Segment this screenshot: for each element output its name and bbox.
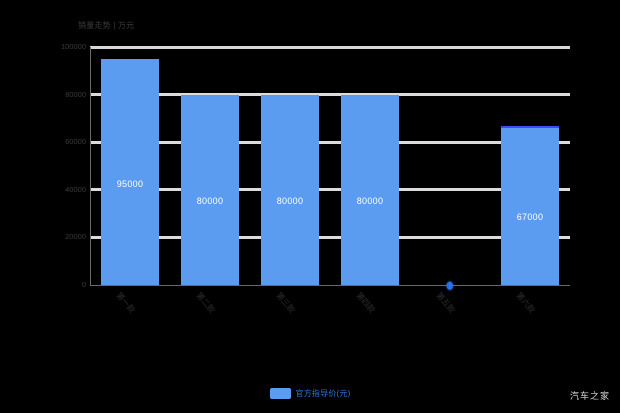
gridline: [90, 93, 570, 97]
legend-color-swatch[interactable]: [269, 388, 291, 399]
x-axis-line: [90, 285, 570, 286]
y-axis-tick-label: 40000: [65, 184, 86, 194]
chart-title: 销量走势 | 万元: [78, 21, 135, 30]
x-axis-category-label: 第四款: [354, 290, 377, 315]
bar-value-label: 0: [447, 281, 453, 291]
y-axis-tick-label: 0: [81, 280, 86, 289]
chart-legend: 官方指导价(元): [0, 388, 620, 399]
y-axis-tick-label: 60000: [65, 137, 86, 147]
bar-value-label: 67000: [516, 212, 544, 223]
bar[interactable]: 95000: [101, 58, 159, 285]
x-axis-category-label: 第六款: [514, 290, 537, 315]
x-axis-category-label: 第二款: [194, 290, 217, 315]
bar-value-label: 80000: [276, 195, 304, 206]
y-axis-tick-label: 20000: [65, 232, 86, 242]
x-axis-category-label: 第五款: [434, 290, 457, 315]
plot-area: 95000 80000 80000 80000 0 67000: [90, 47, 570, 291]
y-axis-tick-label: 80000: [65, 89, 86, 99]
bar[interactable]: 80000: [341, 94, 399, 285]
x-axis-category-label: 第三款: [274, 290, 297, 315]
gridline: [90, 45, 570, 49]
gridline: [90, 188, 570, 192]
bar-value-label: 95000: [116, 178, 144, 189]
legend-item-label[interactable]: 官方指导价(元): [295, 389, 351, 398]
bar[interactable]: 67000: [501, 125, 559, 285]
gridline: [90, 235, 570, 239]
bar-value-label: 80000: [356, 195, 384, 206]
y-axis-line: [90, 47, 91, 286]
bar[interactable]: 80000: [261, 94, 319, 285]
watermark-autohome: 汽车之家: [569, 391, 610, 401]
bar-value-label: 80000: [196, 195, 224, 206]
bar[interactable]: 80000: [181, 94, 239, 285]
y-axis-tick-label: 100000: [60, 42, 86, 51]
x-axis-category-label: 第一款: [114, 290, 137, 315]
gridline: [90, 140, 570, 144]
